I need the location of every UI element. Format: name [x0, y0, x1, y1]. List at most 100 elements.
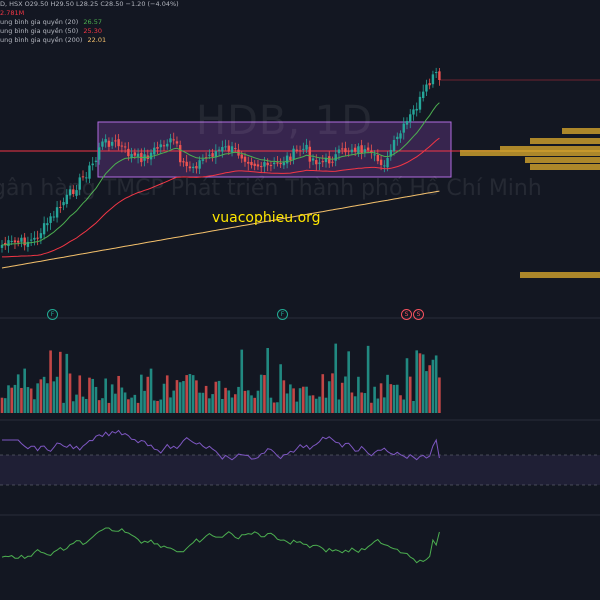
volume-bar [204, 385, 208, 413]
volume-bar [49, 350, 52, 413]
candle-body [153, 147, 156, 155]
candle-body [260, 166, 263, 168]
candle-body [182, 161, 185, 163]
legend-ma20-value: 26.57 [83, 18, 102, 26]
candle-body [425, 84, 428, 92]
volume-bar [425, 371, 428, 413]
volume-bar [127, 399, 130, 413]
volume-profile-bar [562, 128, 600, 134]
candle-body [166, 143, 169, 147]
volume-bar [185, 375, 188, 413]
volume-bar [123, 392, 127, 413]
candle-body [59, 206, 62, 208]
volume-profile-bar [530, 164, 600, 170]
candle-body [392, 140, 396, 152]
candle-body [324, 157, 328, 163]
volume-bar [289, 384, 292, 413]
volume-bar [237, 386, 240, 413]
candle-body [279, 162, 282, 165]
volume-bar [81, 396, 85, 413]
volume-bar [314, 398, 318, 413]
volume-bar [33, 399, 36, 413]
volume-bar [399, 395, 402, 413]
ma50-line [2, 137, 440, 258]
volume-bar [360, 392, 363, 413]
candle-body [350, 149, 354, 153]
candle-body [308, 146, 311, 162]
volume-bar [230, 397, 234, 413]
event-marker-f[interactable]: F [47, 309, 58, 320]
candle-body [214, 151, 218, 158]
candle-body [376, 155, 380, 162]
volume-profile-bar [500, 146, 600, 152]
candle-body [39, 233, 43, 239]
volume-bar [52, 381, 56, 413]
candle-body [412, 109, 415, 115]
volume-bar [434, 355, 438, 413]
candle-body [272, 162, 276, 165]
volume-bar [62, 402, 65, 413]
volume-bar [13, 384, 17, 413]
volume-bar [136, 402, 140, 413]
event-marker-f[interactable]: F [277, 309, 288, 320]
volume-bar [363, 393, 367, 413]
candle-body [234, 148, 237, 150]
volume-bar [327, 381, 331, 413]
candle-body [169, 138, 172, 143]
volume-bar [165, 375, 169, 413]
volume-bar [29, 388, 33, 413]
candle-body [133, 152, 137, 156]
volume-bar [55, 376, 59, 413]
candle-body [120, 145, 124, 147]
volume-bar [298, 388, 302, 413]
legend-ohlc-text: D, HSX O29.50 H29.50 L28.25 C28.50 −1.20… [0, 0, 179, 8]
candle-body [72, 189, 75, 194]
volume-bar [10, 387, 14, 413]
volume-bar [84, 398, 88, 413]
volume-bar [162, 383, 166, 413]
volume-bar [285, 393, 289, 413]
volume-bar [272, 402, 276, 413]
volume-bar [334, 343, 338, 413]
ma200-line [1, 190, 440, 269]
volume-bar [246, 390, 250, 413]
candle-body [130, 154, 133, 158]
candle-body [4, 242, 7, 246]
candle-body [221, 146, 224, 152]
legend: D, HSX O29.50 H29.50 L28.25 C28.50 −1.20… [0, 0, 179, 45]
candle-body [156, 147, 159, 149]
volume-bar [395, 384, 399, 413]
volume-bar [386, 374, 389, 413]
volume-bar [379, 383, 383, 413]
candle-body [295, 149, 299, 151]
candle-body [81, 176, 85, 178]
candle-body [88, 165, 91, 179]
volume-bar [65, 353, 69, 413]
candle-body [198, 160, 201, 169]
volume-bar [195, 380, 198, 413]
candle-body [337, 149, 341, 154]
event-marker-s[interactable]: S [401, 309, 412, 320]
candle-body [149, 152, 153, 160]
candle-body [266, 162, 269, 166]
volume-bar [431, 359, 435, 413]
candle-body [179, 145, 182, 163]
volume-bar [269, 397, 273, 413]
candle-body [68, 189, 72, 196]
candle-body [175, 141, 179, 144]
event-marker-s[interactable]: S [413, 309, 424, 320]
candle-body [292, 148, 295, 160]
candle-body [422, 91, 425, 99]
volume-bar [250, 395, 253, 413]
volume-bar [402, 399, 406, 413]
candle-body [117, 139, 120, 147]
candle-body [357, 146, 360, 154]
volume-bar [71, 401, 75, 413]
candle-body [13, 240, 17, 243]
volume-bar [169, 397, 172, 413]
candle-body [282, 162, 286, 166]
volume-bar [305, 386, 308, 413]
volume-bar [337, 399, 341, 413]
candle-body [33, 237, 36, 240]
